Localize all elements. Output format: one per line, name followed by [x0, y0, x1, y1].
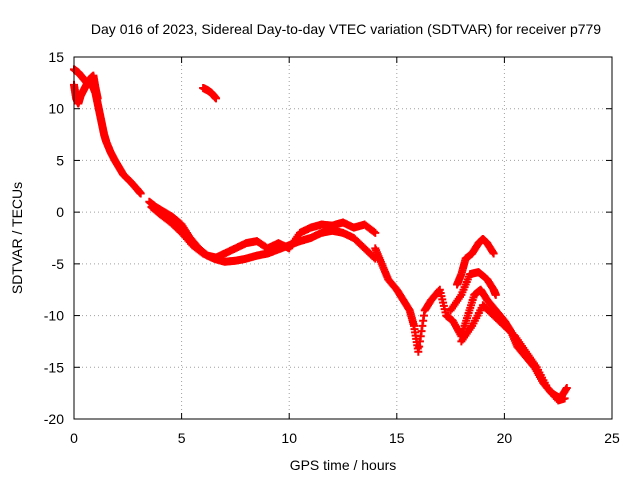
- y-axis-label: SDTVAR / TECUs: [9, 182, 25, 294]
- x-tick-label: 0: [70, 430, 78, 446]
- y-tick-label: 15: [48, 49, 64, 65]
- x-axis-label: GPS time / hours: [290, 457, 397, 473]
- data-point: [369, 227, 378, 236]
- x-tick-label: 15: [389, 430, 405, 446]
- y-tick-label: -20: [44, 411, 64, 427]
- y-tick-label: 0: [56, 204, 64, 220]
- axis-ticks: 0 5 10 15 20 25 15 10 5 0 -5 -10 -15 -20: [44, 49, 620, 446]
- y-tick-label: 10: [48, 101, 64, 117]
- grid-lines: [74, 57, 612, 419]
- x-tick-label: 10: [281, 430, 297, 446]
- data-point: [489, 249, 498, 258]
- x-tick-label: 5: [178, 430, 186, 446]
- data-point: [212, 94, 221, 103]
- data-point: [93, 94, 102, 103]
- data-point: [560, 394, 569, 403]
- data-markers: [70, 65, 571, 405]
- plot-frame: [73, 56, 613, 420]
- y-tick-label: 5: [56, 152, 64, 168]
- y-tick-label: -15: [44, 359, 64, 375]
- data-point: [371, 228, 380, 237]
- data-point: [491, 290, 500, 299]
- x-tick-label: 20: [497, 430, 513, 446]
- y-tick-label: -5: [52, 256, 65, 272]
- y-tick-label: -10: [44, 308, 64, 324]
- data-point: [136, 189, 145, 198]
- x-tick-label: 25: [604, 430, 620, 446]
- data-point: [562, 383, 571, 392]
- chart-title: Day 016 of 2023, Sidereal Day-to-day VTE…: [91, 21, 601, 37]
